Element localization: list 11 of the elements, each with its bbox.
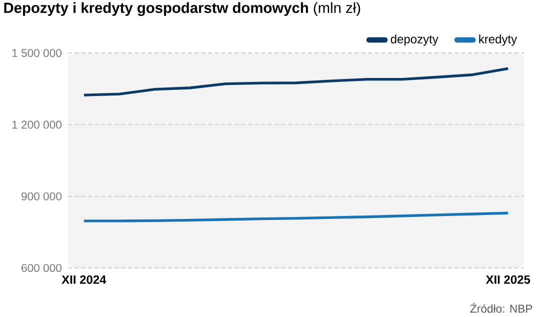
y-tick-label: 900 000	[22, 192, 62, 200]
legend-label: kredyty	[479, 34, 518, 46]
x-tick-label: XII 2025	[486, 275, 530, 284]
y-tick-label: 1 200 000	[12, 120, 62, 129]
y-tick-label: 600 000	[22, 264, 62, 272]
y-tick-label: 1 500 000	[12, 49, 62, 58]
legend-label: depozyty	[390, 34, 438, 46]
text: Źródło: NBP	[470, 302, 532, 313]
chart-title: Depozyty i kredyty gospodarstw domowych (mln zł)	[4, 2, 360, 16]
line-series	[82, 67, 510, 96]
x-tick-label: XII 2024	[62, 275, 106, 284]
